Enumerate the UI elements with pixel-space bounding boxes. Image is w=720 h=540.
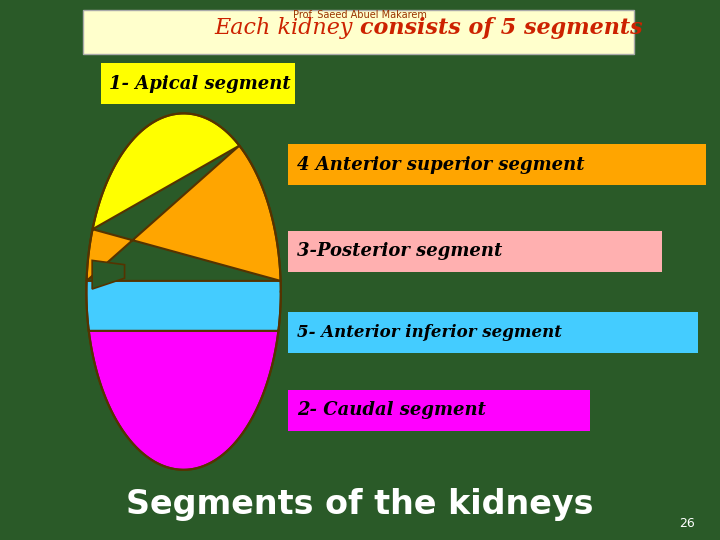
- Polygon shape: [86, 281, 281, 331]
- FancyBboxPatch shape: [101, 63, 295, 104]
- Polygon shape: [92, 260, 125, 289]
- Text: Segments of the kidneys: Segments of the kidneys: [126, 488, 594, 522]
- Polygon shape: [93, 113, 239, 229]
- FancyBboxPatch shape: [288, 231, 662, 272]
- Text: Prof. Saeed Abuel Makarem: Prof. Saeed Abuel Makarem: [293, 10, 427, 20]
- FancyBboxPatch shape: [288, 144, 706, 185]
- Polygon shape: [86, 146, 281, 281]
- Text: 26: 26: [679, 517, 695, 530]
- Polygon shape: [89, 331, 279, 470]
- Text: 1- Apical segment: 1- Apical segment: [109, 75, 291, 93]
- Text: 5- Anterior inferior segment: 5- Anterior inferior segment: [297, 323, 562, 341]
- Text: 4 Anterior superior segment: 4 Anterior superior segment: [297, 156, 584, 174]
- FancyBboxPatch shape: [83, 10, 634, 54]
- Text: 3-Posterior segment: 3-Posterior segment: [297, 242, 502, 260]
- Text: 2- Caudal segment: 2- Caudal segment: [297, 401, 486, 420]
- Text: Each kidney: Each kidney: [215, 17, 360, 39]
- Text: consists of 5 segments: consists of 5 segments: [360, 17, 643, 39]
- FancyBboxPatch shape: [288, 312, 698, 353]
- FancyBboxPatch shape: [288, 390, 590, 431]
